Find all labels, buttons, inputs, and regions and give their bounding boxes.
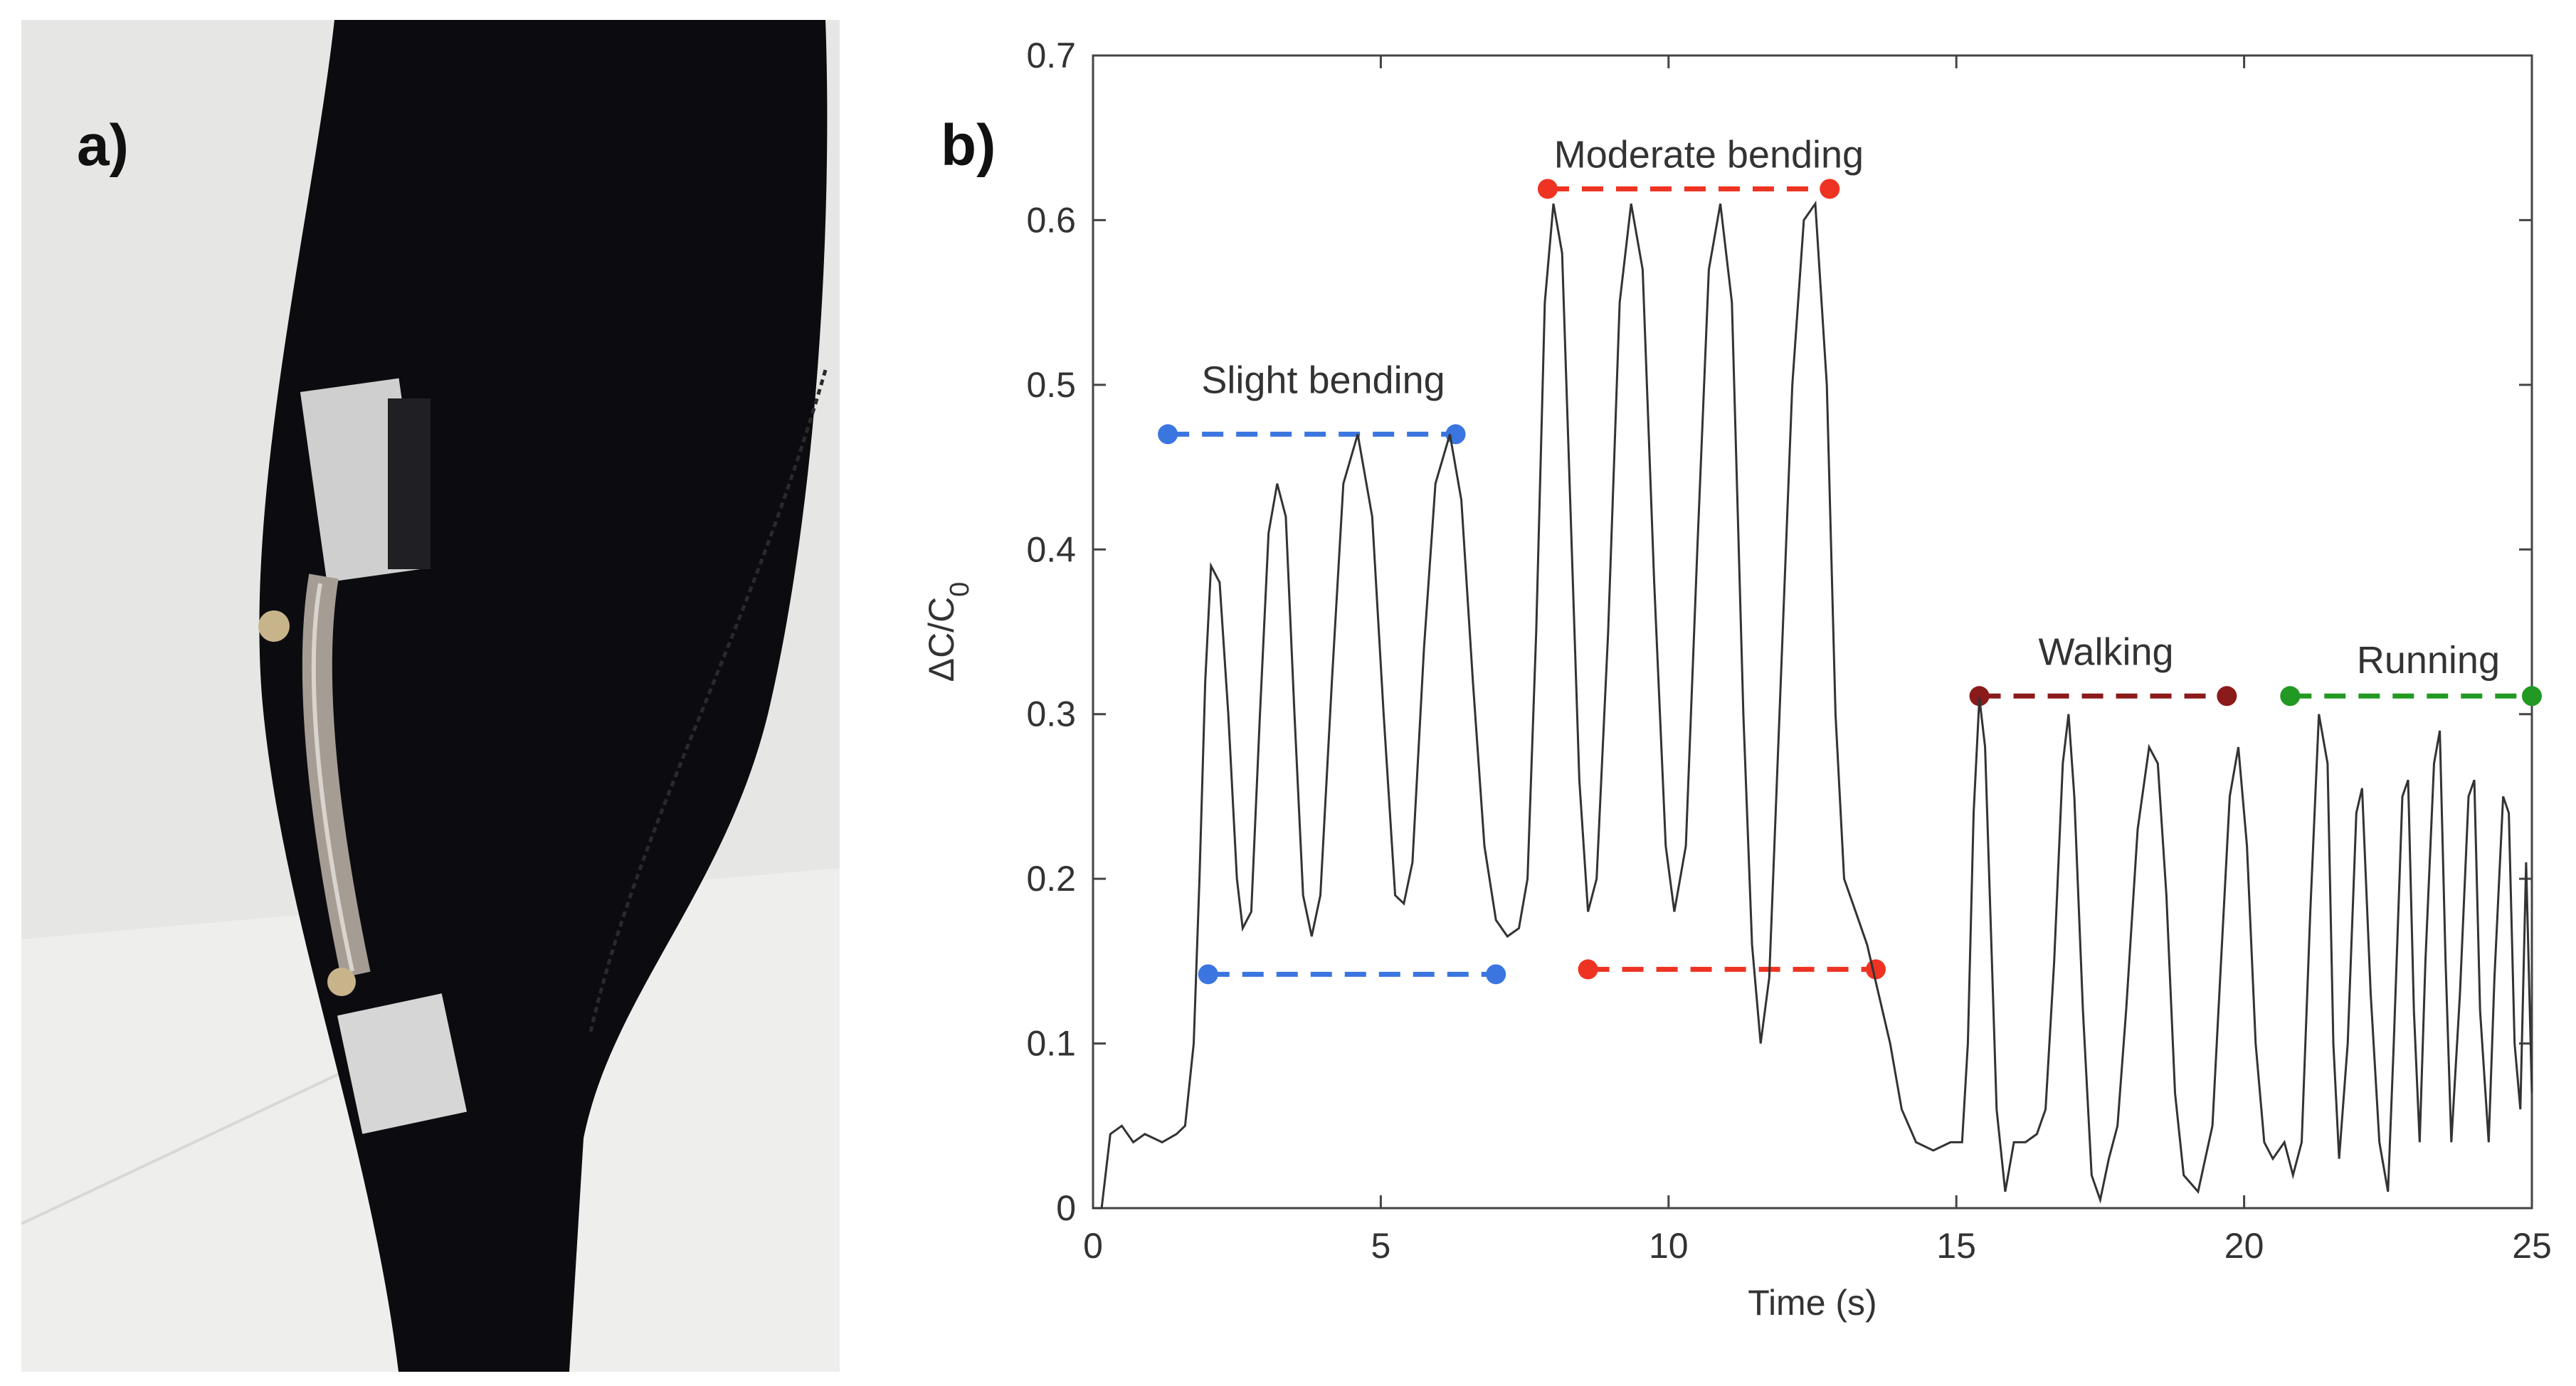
annotation-slight-bending: Slight bending — [1201, 359, 1445, 401]
ref-line-walking-level — [1969, 686, 2237, 707]
sensor-patch-top-dark — [388, 398, 431, 569]
floor-line — [21, 1044, 399, 1225]
y-axis-label-sub: 0 — [945, 582, 975, 597]
x-tick-label: 0 — [1083, 1226, 1103, 1266]
y-tick-label: 0.2 — [1026, 859, 1076, 899]
sensor-strip — [302, 573, 371, 978]
ref-line-moderate-bending-lower — [1578, 959, 1886, 980]
ref-dot-end-walking-level — [2217, 686, 2237, 707]
y-tick-label: 0.3 — [1026, 694, 1076, 734]
leg-sensor-photo: a) — [21, 20, 840, 1372]
ref-dot-start-moderate-bending-upper — [1537, 179, 1558, 199]
plot-frame — [1092, 54, 2533, 1210]
y-tick-label: 0.6 — [1026, 200, 1076, 240]
x-tick-label: 25 — [2512, 1226, 2552, 1266]
ref-dot-end-moderate-bending-lower — [1865, 959, 1886, 980]
x-tick-label: 20 — [2224, 1226, 2264, 1266]
sensor-strip-line — [311, 583, 354, 972]
ref-dot-end-running-level — [2522, 686, 2542, 707]
sensor-patch-bottom — [337, 993, 468, 1134]
ref-dot-end-slight-bending-lower — [1486, 964, 1506, 985]
x-tick-label: 5 — [1371, 1226, 1390, 1266]
series-line-capacitance — [1093, 200, 2533, 1210]
trouser-seam — [588, 369, 828, 1032]
x-tick-label: 15 — [1936, 1226, 1976, 1266]
y-tick-label: 0.4 — [1026, 529, 1076, 569]
y-tick-label: 0.7 — [1026, 36, 1076, 75]
ref-line-slight-bending-upper — [1158, 424, 1466, 445]
ref-dot-end-moderate-bending-upper — [1820, 179, 1840, 199]
panel-b-label: b) — [941, 113, 996, 178]
annotations: Slight bending Moderate bending Walking Run… — [1201, 133, 2500, 681]
ref-dot-start-slight-bending-upper — [1158, 424, 1178, 445]
y-tick-label: 0.1 — [1026, 1024, 1076, 1064]
y-axis-label: ΔC/C0 — [922, 582, 975, 682]
y-axis-label-main: ΔC/C — [922, 597, 961, 682]
ref-dot-start-slight-bending-lower — [1198, 964, 1218, 985]
annotation-walking: Walking — [2038, 630, 2173, 673]
ref-dot-start-running-level — [2280, 686, 2301, 707]
axis-ticks: 0 5 10 15 20 25 0 0.1 0.2 0.3 0.4 0.5 0.6 0.7 — [1026, 36, 2551, 1266]
connector-clip-bottom — [327, 968, 356, 996]
annotation-moderate-bending: Moderate bending — [1554, 133, 1864, 176]
connector-clip-top — [258, 610, 290, 642]
y-tick-label: 0 — [1056, 1188, 1076, 1228]
x-axis-label: Time (s) — [1748, 1283, 1876, 1323]
ref-line-slight-bending-lower — [1198, 964, 1506, 985]
annotation-running: Running — [2357, 639, 2500, 682]
ref-dot-start-moderate-bending-lower — [1578, 959, 1598, 980]
y-tick-label: 0.5 — [1026, 365, 1076, 405]
reference-lines — [1158, 179, 2542, 985]
panel-a-label: a) — [77, 113, 129, 178]
ref-line-moderate-bending-upper — [1537, 179, 1840, 199]
x-tick-label: 10 — [1649, 1226, 1689, 1266]
ref-dot-start-walking-level — [1969, 686, 1990, 707]
ref-line-running-level — [2280, 686, 2542, 707]
